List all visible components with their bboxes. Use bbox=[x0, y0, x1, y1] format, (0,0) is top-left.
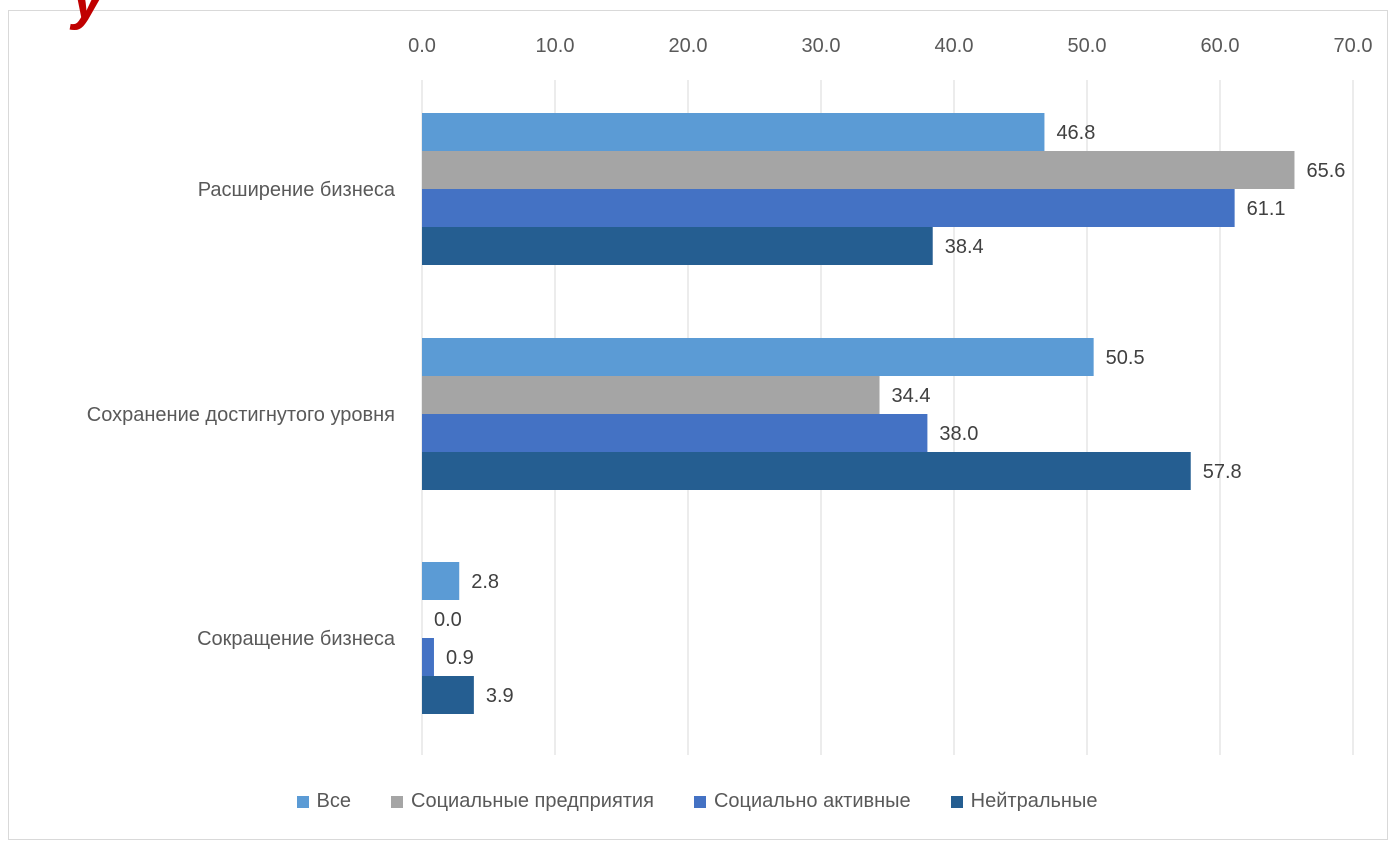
legend-item: Все bbox=[296, 790, 351, 813]
category-label: Сохранение достигнутого уровня bbox=[87, 404, 395, 426]
data-label: 34.4 bbox=[892, 385, 931, 407]
legend-swatch bbox=[296, 795, 309, 808]
x-tick-label: 50.0 bbox=[1068, 35, 1107, 57]
bar bbox=[422, 151, 1295, 189]
legend-swatch bbox=[391, 795, 403, 808]
legend-label: Все bbox=[316, 790, 351, 812]
data-label: 0.0 bbox=[434, 609, 462, 631]
bar bbox=[422, 227, 933, 265]
legend-label: Социальные предприятия bbox=[411, 790, 654, 812]
category-label: Расширение бизнеса bbox=[198, 179, 396, 201]
legend-swatch bbox=[950, 795, 963, 808]
bar bbox=[422, 113, 1045, 151]
data-label: 38.0 bbox=[939, 423, 978, 445]
bar bbox=[422, 414, 928, 452]
data-labels: 46.8 65.6 61.1 38.4 50.5 34.4 38.0 57.8 2.8 0.0 0.… bbox=[434, 122, 1345, 707]
bars bbox=[422, 113, 1295, 714]
data-label: 65.6 bbox=[1306, 160, 1345, 182]
data-label: 50.5 bbox=[1106, 347, 1145, 369]
bar bbox=[422, 338, 1094, 376]
legend-item: Социально активные bbox=[693, 790, 911, 813]
data-label: 38.4 bbox=[945, 236, 984, 258]
category-label: Сокращение бизнеса bbox=[197, 628, 396, 650]
bar bbox=[422, 452, 1191, 490]
data-label: 2.8 bbox=[471, 571, 499, 593]
data-label: 3.9 bbox=[486, 685, 514, 707]
legend-label: Нейтральные bbox=[970, 790, 1098, 812]
category-labels: Расширение бизнеса Сохранение достигнутог… bbox=[87, 179, 396, 650]
bar bbox=[422, 638, 434, 676]
bar bbox=[422, 376, 880, 414]
bar bbox=[422, 189, 1235, 227]
corner-glyph: у bbox=[72, 0, 104, 28]
data-label: 57.8 bbox=[1203, 461, 1242, 483]
legend-item: Социальные предприятия bbox=[391, 790, 654, 813]
data-label: 46.8 bbox=[1056, 122, 1095, 144]
data-label: 61.1 bbox=[1247, 198, 1286, 220]
x-tick-label: 0.0 bbox=[408, 35, 436, 57]
x-tick-label: 30.0 bbox=[802, 35, 841, 57]
legend-label: Социально активные bbox=[713, 790, 911, 812]
x-axis-ticks: 0.0 10.0 20.0 30.0 40.0 50.0 60.0 70.0 bbox=[408, 35, 1372, 57]
x-tick-label: 70.0 bbox=[1334, 35, 1373, 57]
x-tick-label: 60.0 bbox=[1201, 35, 1240, 57]
x-tick-label: 10.0 bbox=[536, 35, 575, 57]
legend: Все Социальные предприятия Социально актив… bbox=[0, 790, 1394, 813]
x-tick-label: 20.0 bbox=[669, 35, 708, 57]
legend-item: Нейтральные bbox=[950, 790, 1098, 813]
x-tick-label: 40.0 bbox=[935, 35, 974, 57]
bar bbox=[422, 562, 460, 600]
data-label: 0.9 bbox=[446, 647, 474, 669]
bar bbox=[422, 676, 474, 714]
legend-swatch bbox=[693, 795, 706, 808]
